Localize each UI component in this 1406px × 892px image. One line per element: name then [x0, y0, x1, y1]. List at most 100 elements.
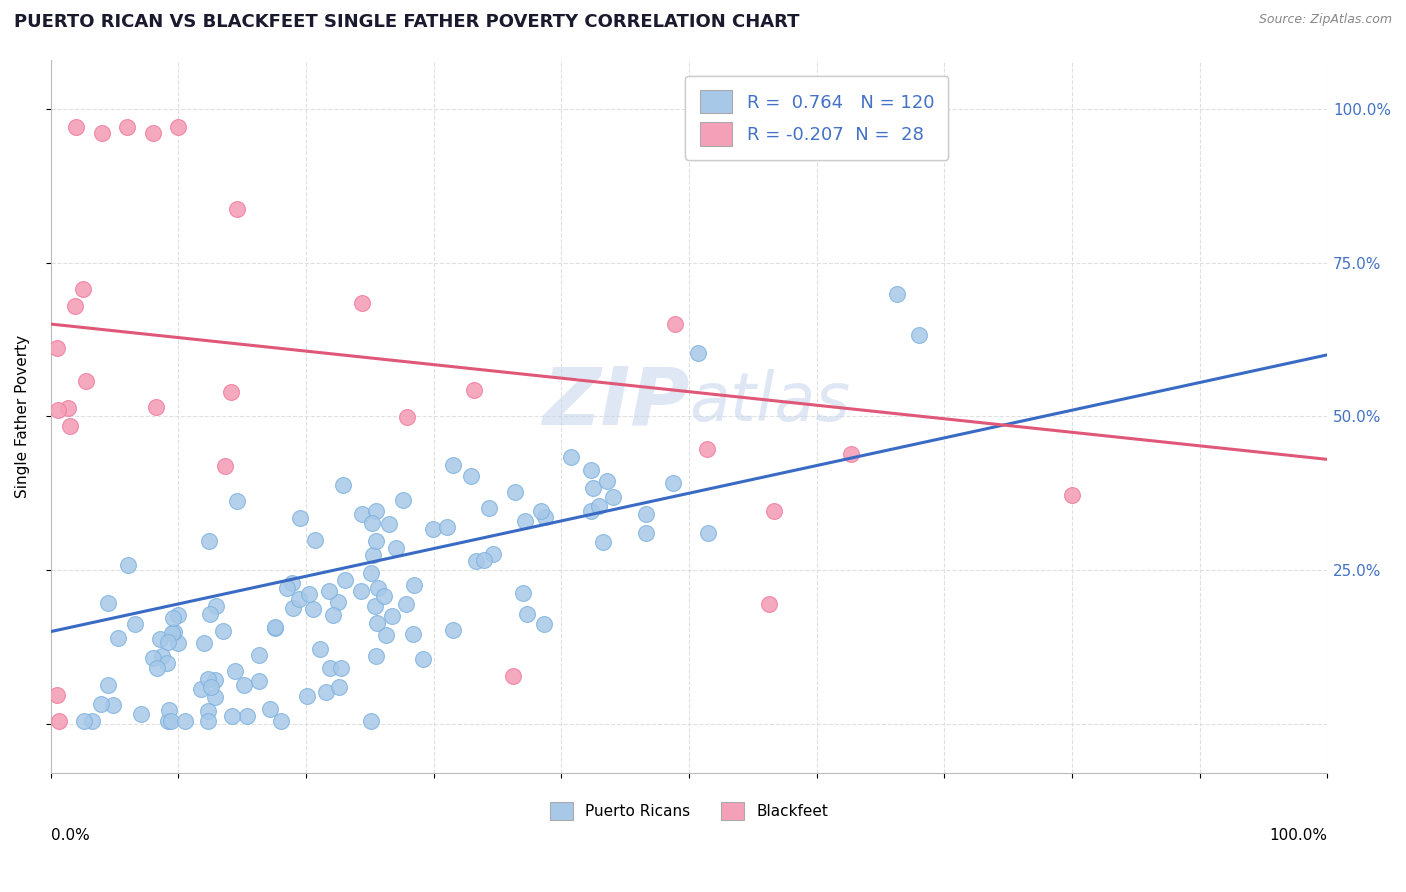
Point — [288, 591, 311, 606]
Point — [204, 599, 226, 613]
Point — [366, 615, 388, 630]
Point — [225, 202, 247, 216]
Point — [373, 589, 395, 603]
Point — [156, 656, 179, 670]
Point — [686, 346, 709, 360]
Point — [664, 318, 686, 332]
Point — [696, 442, 718, 457]
Point — [482, 547, 505, 561]
Text: atlas: atlas — [689, 369, 851, 435]
Point — [90, 127, 112, 141]
Text: ZIP: ZIP — [541, 363, 689, 441]
Point — [295, 689, 318, 703]
Point — [264, 620, 287, 634]
Point — [148, 632, 170, 646]
Point — [361, 548, 384, 562]
Point — [117, 120, 139, 135]
Point — [412, 652, 434, 666]
Point — [366, 534, 388, 549]
Point — [560, 450, 582, 464]
Point — [200, 607, 222, 621]
Point — [59, 418, 82, 433]
Point — [225, 494, 247, 508]
Point — [48, 714, 70, 728]
Point — [197, 714, 219, 728]
Point — [72, 282, 94, 296]
Point — [326, 595, 349, 609]
Point — [395, 409, 418, 424]
Point — [401, 627, 423, 641]
Point — [214, 459, 236, 474]
Point — [582, 481, 605, 495]
Point — [319, 661, 342, 675]
Point — [463, 384, 485, 398]
Y-axis label: Single Father Poverty: Single Father Poverty — [15, 334, 30, 498]
Point — [198, 533, 221, 548]
Point — [46, 341, 69, 355]
Point — [103, 698, 125, 712]
Point — [233, 678, 256, 692]
Point — [72, 714, 94, 728]
Point — [328, 680, 350, 694]
Point — [249, 648, 271, 662]
Point — [441, 624, 464, 638]
Point — [162, 611, 184, 625]
Point — [478, 501, 501, 516]
Point — [1060, 488, 1083, 502]
Point — [661, 476, 683, 491]
Point — [391, 493, 413, 508]
Point — [124, 616, 146, 631]
Point — [441, 458, 464, 472]
Point — [361, 516, 384, 530]
Point — [513, 515, 536, 529]
Point — [322, 607, 344, 622]
Point — [886, 287, 908, 301]
Point — [360, 566, 382, 580]
Point — [304, 533, 326, 547]
Point — [46, 403, 69, 417]
Point — [145, 400, 167, 414]
Point — [65, 120, 87, 135]
Point — [364, 599, 387, 613]
Point — [364, 504, 387, 518]
Point — [156, 714, 179, 728]
Point — [602, 491, 624, 505]
Point — [762, 504, 785, 518]
Point — [512, 585, 534, 599]
Point — [97, 678, 120, 692]
Point — [697, 526, 720, 541]
Point — [298, 587, 321, 601]
Text: 0.0%: 0.0% — [51, 829, 90, 843]
Point — [472, 553, 495, 567]
Point — [395, 597, 418, 611]
Point — [80, 714, 103, 728]
Point — [516, 607, 538, 621]
Point — [332, 478, 354, 492]
Point — [65, 300, 87, 314]
Legend: R =  0.764   N = 120, R = -0.207  N =  28: R = 0.764 N = 120, R = -0.207 N = 28 — [685, 76, 949, 160]
Point — [200, 680, 222, 694]
Point — [360, 714, 382, 728]
Point — [350, 295, 373, 310]
Text: Source: ZipAtlas.com: Source: ZipAtlas.com — [1258, 13, 1392, 27]
Point — [221, 709, 243, 723]
Point — [204, 673, 226, 688]
Point — [157, 634, 180, 648]
Point — [157, 703, 180, 717]
Point — [167, 120, 190, 135]
Point — [197, 704, 219, 718]
Point — [247, 674, 270, 689]
Point — [579, 503, 602, 517]
Point — [163, 624, 186, 639]
Point — [142, 127, 165, 141]
Point — [422, 522, 444, 536]
Point — [280, 576, 302, 591]
Point — [309, 641, 332, 656]
Point — [197, 672, 219, 686]
Point — [75, 375, 97, 389]
Point — [283, 600, 305, 615]
Point — [90, 697, 112, 711]
Point — [129, 706, 152, 721]
Point — [335, 573, 357, 587]
Point — [377, 517, 399, 532]
